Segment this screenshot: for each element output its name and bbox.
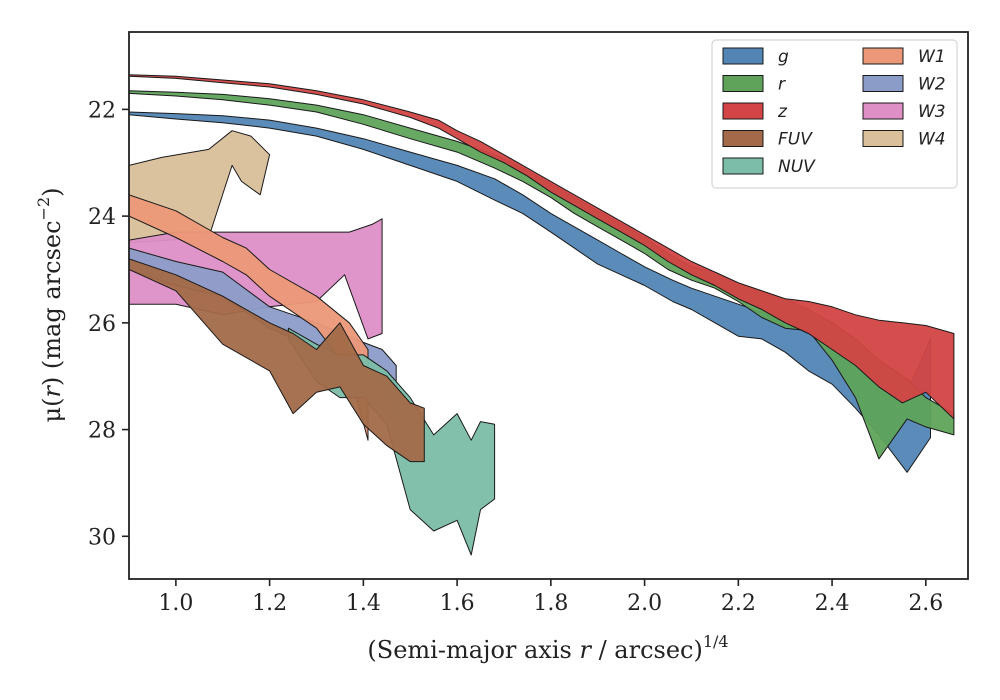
legend-label-w2: W2 <box>918 75 946 95</box>
band-z <box>129 74 955 420</box>
x-tick-label: 2.0 <box>627 591 662 616</box>
legend-swatch-fuv <box>722 130 764 147</box>
x-axis: 1.0 1.2 1.4 1.6 1.8 2.0 2.2 2.4 2.6 <box>158 579 943 616</box>
legend-label-w1: W1 <box>918 47 946 67</box>
legend-swatch-nuv <box>722 157 764 175</box>
legend-swatch-z <box>722 102 764 120</box>
x-tick-label: 2.2 <box>721 591 756 616</box>
legend-label-nuv: NUV <box>778 157 816 177</box>
y-axis-label: μ(r) (mag arcsec−2) <box>34 187 66 422</box>
y-tick-label: 22 <box>88 98 116 123</box>
legend: grz FUV NUV W1 W2 W3 W4 <box>711 39 958 189</box>
legend-label-z: z <box>777 102 788 122</box>
y-tick-label: 30 <box>88 525 116 550</box>
data-bands <box>129 74 955 556</box>
x-axis-label: (Semi-major axis r / arcsec)1/4 <box>367 632 728 664</box>
band-g <box>129 111 931 473</box>
legend-swatch-w2 <box>862 75 904 92</box>
legend-swatch-w4 <box>862 130 904 147</box>
legend-swatch-w3 <box>862 102 904 120</box>
legend-label-r: r <box>778 75 786 95</box>
x-tick-label: 2.4 <box>815 591 850 616</box>
x-tick-label: 2.6 <box>908 591 943 616</box>
legend-label-w4: W4 <box>918 130 946 150</box>
plot-frame <box>128 31 969 580</box>
legend-label-fuv: FUV <box>778 130 813 150</box>
y-tick-label: 26 <box>88 312 116 337</box>
legend-label-g: g <box>778 47 789 67</box>
x-tick-label: 1.0 <box>158 591 193 616</box>
legend-label-w3: W3 <box>918 102 946 122</box>
x-tick-label: 1.6 <box>440 591 475 616</box>
legend-swatch-r <box>722 75 764 92</box>
y-tick-label: 24 <box>88 205 116 230</box>
x-tick-label: 1.4 <box>346 591 381 616</box>
x-tick-label: 1.8 <box>533 591 568 616</box>
y-tick-label: 28 <box>88 419 116 444</box>
x-tick-label: 1.2 <box>252 591 287 616</box>
band-w1 <box>129 194 369 441</box>
legend-swatch-w1 <box>862 47 904 65</box>
legend-swatch-g <box>722 47 764 65</box>
band-fuv <box>129 258 425 463</box>
y-axis: 22 24 26 28 30 <box>88 98 129 550</box>
